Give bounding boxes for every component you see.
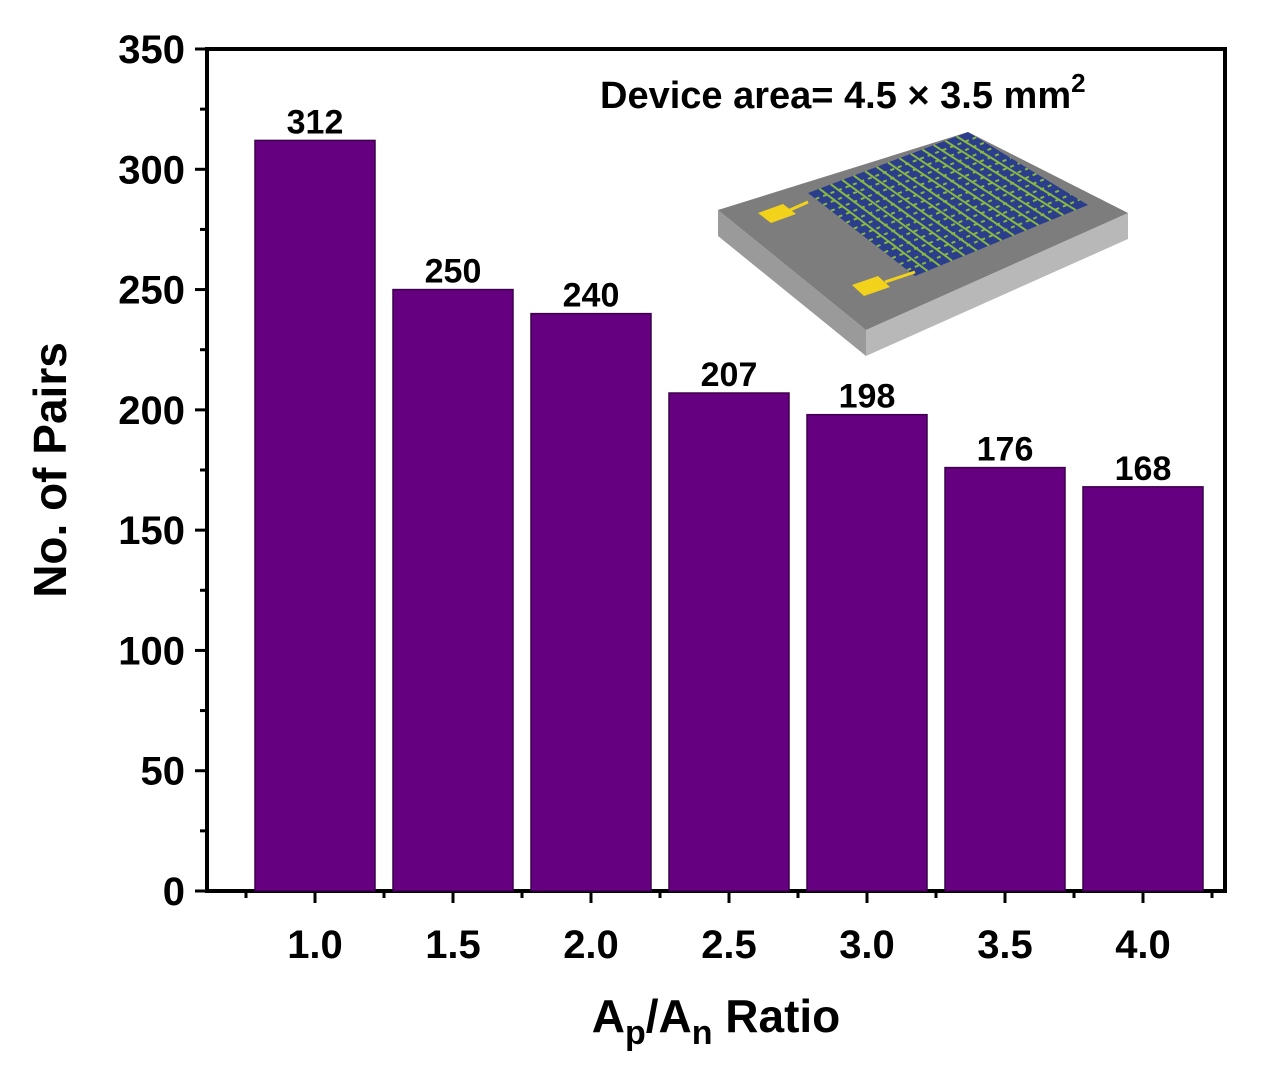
bar — [392, 288, 514, 892]
bar-value-label: 250 — [425, 253, 482, 291]
x-tick-label: 3.0 — [839, 923, 895, 967]
x-tick-label: 4.0 — [1115, 923, 1171, 967]
bar — [668, 392, 790, 892]
y-tick-label: 150 — [118, 509, 185, 553]
bar-value-label: 168 — [1115, 450, 1172, 488]
bar-value-label: 240 — [563, 277, 620, 315]
x-tick-label: 2.0 — [563, 923, 619, 967]
y-tick-label: 200 — [118, 389, 185, 433]
y-tick-label: 300 — [118, 148, 185, 192]
bar — [530, 312, 652, 892]
bar — [254, 139, 376, 892]
x-tick-label: 1.0 — [287, 923, 343, 967]
device-area-annotation: Device area= 4.5 × 3.5 mm2 — [600, 68, 1086, 117]
bar-value-labels: 312 250 240 207 198 176 168 — [287, 103, 1172, 487]
bar-value-label: 312 — [287, 103, 344, 141]
bar-value-label: 198 — [839, 378, 896, 416]
y-axis-ticks: 0 50 100 150 200 250 300 350 — [118, 28, 207, 914]
x-axis-ticks: 1.0 1.5 2.0 2.5 3.0 3.5 4.0 — [244, 891, 1214, 967]
y-axis-title: No. of Pairs — [24, 342, 76, 598]
y-tick-label: 350 — [118, 28, 185, 72]
x-tick-label: 1.5 — [425, 923, 481, 967]
y-tick-label: 50 — [141, 750, 186, 794]
x-tick-label: 2.5 — [701, 923, 757, 967]
bars — [254, 139, 1204, 892]
bar — [1082, 486, 1204, 892]
x-tick-label: 3.5 — [977, 923, 1033, 967]
bar-value-label: 207 — [701, 356, 758, 394]
bar — [806, 413, 928, 892]
x-axis-title: Ap/An Ratio — [592, 990, 841, 1052]
y-tick-label: 0 — [163, 870, 185, 914]
y-tick-label: 100 — [118, 629, 185, 673]
bar-value-label: 176 — [977, 431, 1034, 469]
y-tick-label: 250 — [118, 269, 185, 313]
thermoelectric-device-icon — [718, 132, 1128, 356]
bar — [944, 466, 1066, 892]
